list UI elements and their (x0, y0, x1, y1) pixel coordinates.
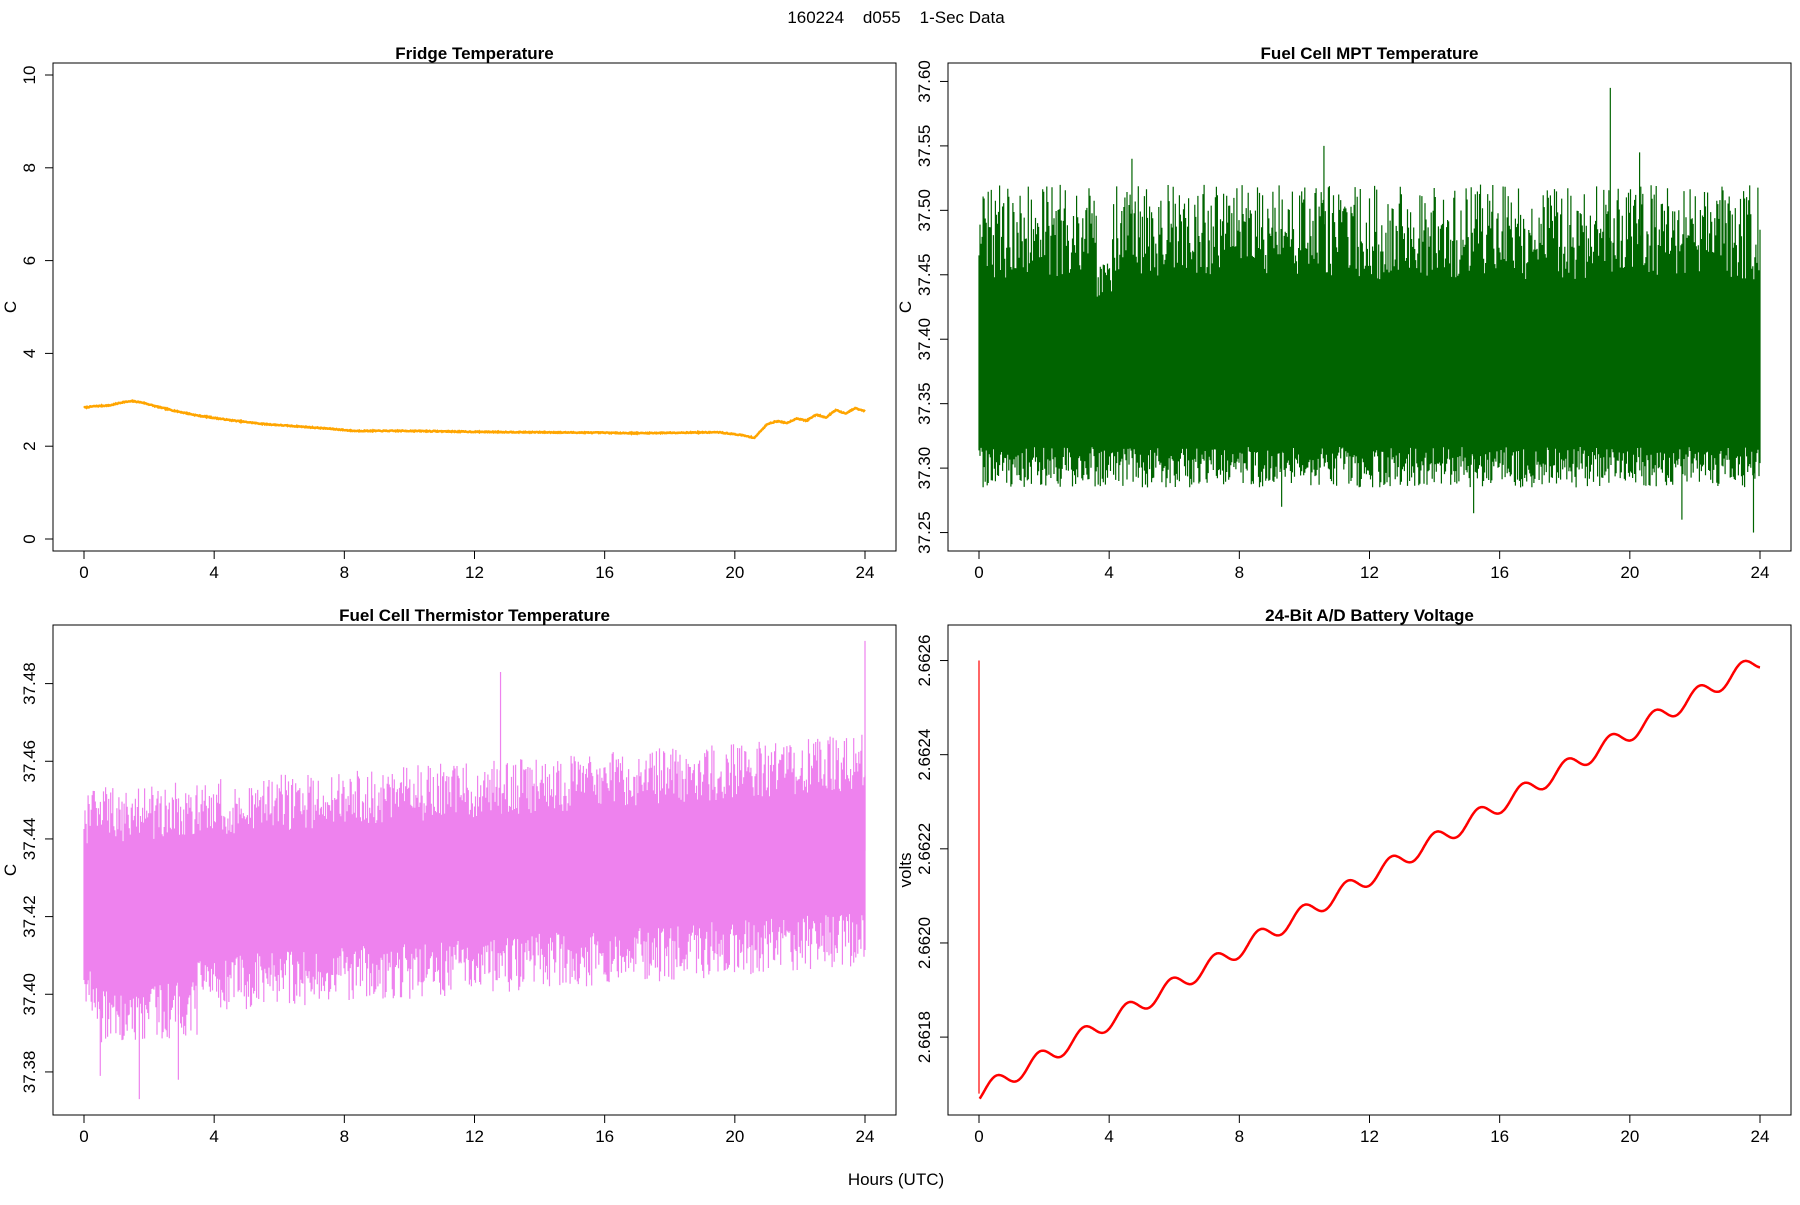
y-tick-label: 37.40 (915, 318, 934, 361)
figure-suptitle: 160224 d055 1-Sec Data (787, 8, 1005, 27)
chart-title: 24-Bit A/D Battery Voltage (1265, 606, 1474, 625)
y-tick-label: 2.6626 (915, 635, 934, 687)
x-tick-label: 16 (1490, 563, 1509, 582)
x-tick-label: 4 (209, 1127, 218, 1146)
y-axis-label: C (1, 864, 20, 876)
y-tick-label: 6 (20, 256, 39, 265)
y-axis: 2.6618 2.6620 2.6622 2.6624 2.6626 (915, 635, 949, 1063)
x-tick-label: 12 (465, 563, 484, 582)
data-series (83, 398, 866, 440)
y-tick-label: 37.35 (915, 382, 934, 425)
x-tick-label: 0 (974, 563, 983, 582)
mpt-temperature-trace (978, 184, 1761, 488)
x-tick-label: 0 (974, 1127, 983, 1146)
y-tick-label: 10 (20, 66, 39, 85)
plot-frame (947, 624, 1792, 1116)
x-tick-label: 12 (1360, 563, 1379, 582)
y-tick-label: 37.30 (915, 447, 934, 490)
x-tick-label: 8 (1235, 1127, 1244, 1146)
y-tick-label: 0 (20, 534, 39, 543)
y-tick-label: 2.6618 (915, 1011, 934, 1063)
y-tick-label: 37.50 (915, 189, 934, 232)
chart-title: Fuel Cell MPT Temperature (1261, 44, 1479, 63)
fridge-temperature-line (83, 398, 866, 440)
y-tick-label: 37.55 (915, 125, 934, 168)
x-tick-label: 16 (1490, 1127, 1509, 1146)
y-tick-label: 2.6622 (915, 823, 934, 875)
y-tick-label: 37.38 (20, 1051, 39, 1094)
chart-title: Fridge Temperature (395, 44, 553, 63)
y-axis-label: C (1, 301, 20, 313)
y-axis: 37.38 37.40 37.42 37.44 37.46 37.48 (20, 662, 54, 1094)
panel-battery-voltage: 24-Bit A/D Battery Voltage volts 0 4 8 12 16 20… (896, 606, 1792, 1146)
x-tick-label: 20 (725, 1127, 744, 1146)
x-tick-label: 24 (1751, 1127, 1770, 1146)
x-tick-label: 4 (1104, 1127, 1113, 1146)
x-tick-label: 4 (209, 563, 218, 582)
y-tick-label: 8 (20, 163, 39, 172)
x-tick-label: 16 (595, 1127, 614, 1146)
data-series (978, 87, 1761, 533)
x-tick-label: 8 (1235, 563, 1244, 582)
y-axis: 0 2 4 6 8 10 (20, 66, 54, 544)
y-tick-label: 37.46 (20, 740, 39, 783)
y-tick-label: 4 (20, 349, 39, 358)
x-tick-label: 20 (1620, 1127, 1639, 1146)
y-tick-label: 2.6624 (915, 729, 934, 781)
y-tick-label: 37.40 (20, 973, 39, 1016)
x-tick-label: 0 (79, 563, 88, 582)
global-x-axis-label: Hours (UTC) (848, 1170, 944, 1189)
thermistor-temperature-trace (83, 734, 866, 1043)
x-axis: 0 4 8 12 16 20 24 (79, 550, 875, 582)
x-tick-label: 24 (1751, 563, 1770, 582)
x-tick-label: 20 (725, 563, 744, 582)
x-axis: 0 4 8 12 16 20 24 (974, 1114, 1770, 1146)
y-tick-label: 2 (20, 441, 39, 450)
x-tick-label: 20 (1620, 563, 1639, 582)
x-axis: 0 4 8 12 16 20 24 (79, 1114, 875, 1146)
x-axis: 0 4 8 12 16 20 24 (974, 550, 1770, 582)
x-tick-label: 12 (1360, 1127, 1379, 1146)
y-tick-label: 37.25 (915, 511, 934, 554)
x-tick-label: 24 (856, 1127, 875, 1146)
panel-fuel-cell-thermistor-temperature: Fuel Cell Thermistor Temperature C 0 4 8 12 16… (1, 606, 897, 1146)
y-tick-label: 37.44 (20, 818, 39, 861)
y-tick-label: 37.60 (915, 60, 934, 103)
data-series (978, 659, 1761, 1100)
plot-frame (52, 62, 897, 552)
x-tick-label: 8 (340, 1127, 349, 1146)
battery-voltage-line (978, 659, 1761, 1100)
x-tick-label: 16 (595, 563, 614, 582)
y-tick-label: 37.45 (915, 254, 934, 297)
y-tick-label: 37.42 (20, 895, 39, 938)
x-tick-label: 12 (465, 1127, 484, 1146)
y-axis-label: volts (896, 853, 915, 888)
x-tick-label: 8 (340, 563, 349, 582)
data-series (83, 640, 866, 1100)
panel-fuel-cell-mpt-temperature: Fuel Cell MPT Temperature C 0 4 8 12 16 20 24 37.… (896, 44, 1792, 582)
y-axis: 37.25 37.30 37.35 37.40 37.45 37.50 37.55 37.60 (915, 60, 949, 554)
x-tick-label: 0 (79, 1127, 88, 1146)
y-tick-label: 37.48 (20, 662, 39, 705)
x-tick-label: 24 (856, 563, 875, 582)
chart-title: Fuel Cell Thermistor Temperature (339, 606, 610, 625)
y-axis-label: C (896, 301, 915, 313)
y-tick-label: 2.6620 (915, 917, 934, 969)
x-tick-label: 4 (1104, 563, 1113, 582)
